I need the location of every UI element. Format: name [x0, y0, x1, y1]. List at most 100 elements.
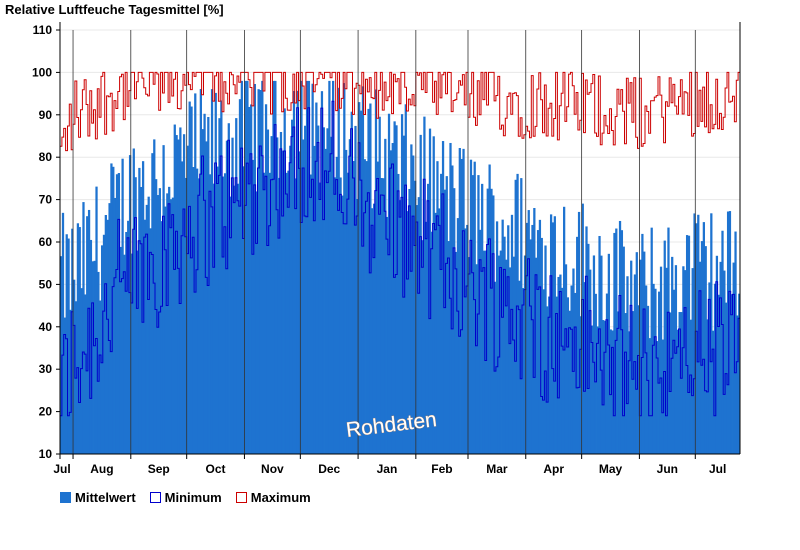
mean-bar	[156, 195, 160, 454]
mean-bar	[434, 212, 437, 454]
mean-bar	[220, 100, 223, 455]
mean-bar	[471, 175, 474, 454]
mean-bar	[613, 232, 616, 454]
mean-bar	[210, 89, 214, 454]
x-tick-label-mar: Mar	[486, 462, 508, 476]
mean-bar	[166, 193, 169, 455]
mean-bar	[510, 214, 514, 454]
maximum-line	[60, 71, 740, 152]
mean-bar	[700, 241, 704, 454]
mean-bar	[177, 139, 180, 454]
mean-bar	[104, 215, 107, 454]
x-tick-label-apr: Apr	[543, 462, 564, 476]
month-separators	[72, 30, 696, 454]
mean-bar	[481, 183, 484, 454]
mean-bar	[279, 131, 283, 454]
mean-bar	[110, 163, 113, 454]
mean-bar	[343, 83, 346, 454]
mean-bar	[168, 186, 171, 454]
legend-label-max: Maximum	[250, 490, 311, 505]
mean-bar	[669, 312, 672, 454]
mean-bar	[717, 294, 720, 454]
mean-bar	[337, 87, 340, 454]
mean-bar	[667, 227, 670, 454]
mean-bar	[320, 91, 324, 455]
mean-bar	[225, 140, 229, 455]
mean-bar	[699, 261, 702, 454]
series-mean	[60, 80, 741, 455]
mean-bar	[194, 93, 197, 455]
mean-bar	[421, 240, 424, 454]
mean-bar	[656, 341, 659, 454]
mean-bar	[164, 206, 167, 454]
mean-bar	[587, 243, 590, 454]
legend-label-mean: Mittelwert	[75, 490, 136, 505]
mean-bar	[117, 173, 121, 454]
mean-bar	[652, 283, 655, 454]
mean-bar	[454, 251, 458, 454]
mean-bar	[499, 250, 502, 454]
mean-bar	[240, 80, 243, 454]
mean-bar	[281, 150, 284, 455]
mean-bar	[162, 145, 165, 454]
mean-bar	[130, 253, 134, 454]
mean-bar	[564, 264, 568, 454]
mean-bar	[188, 101, 191, 454]
mean-bar	[501, 219, 504, 454]
mean-bar	[350, 111, 353, 454]
mean-bar	[169, 199, 173, 454]
mean-bar	[302, 139, 305, 454]
mean-bar	[738, 293, 741, 454]
mean-bar	[639, 259, 642, 454]
mean-bar	[367, 108, 370, 455]
mean-bar	[270, 136, 273, 455]
mean-bar	[374, 89, 378, 454]
mean-bar	[406, 211, 409, 454]
mean-bar	[391, 143, 394, 454]
mean-bar	[594, 293, 597, 454]
x-tick-label-jan: Jan	[377, 462, 398, 476]
mean-bar	[475, 264, 478, 454]
mean-bar	[236, 183, 240, 454]
mean-bar	[214, 92, 217, 455]
mean-bar	[559, 274, 562, 454]
mean-bar	[283, 108, 286, 455]
mean-bar	[514, 179, 517, 454]
legend-label-min: Minimum	[164, 490, 222, 505]
mean-bar	[242, 166, 245, 455]
minimum-line	[60, 100, 740, 417]
mean-bar	[175, 135, 178, 455]
y-tick-label-20: 20	[39, 405, 53, 419]
mean-bar	[376, 161, 379, 454]
mean-bar	[382, 178, 385, 454]
mean-bar	[365, 161, 368, 454]
mean-bar	[650, 227, 653, 454]
mean-bar	[209, 174, 212, 454]
mean-bar	[512, 256, 515, 454]
mean-bar	[680, 312, 683, 454]
mean-bar	[674, 265, 678, 454]
mean-bar	[410, 144, 413, 454]
x-tick-label-oct: Oct	[206, 462, 226, 476]
mean-bar	[617, 311, 620, 454]
mean-bar	[713, 283, 717, 454]
mean-bar	[553, 216, 556, 454]
mean-bar	[408, 188, 411, 455]
mean-bar	[395, 125, 398, 454]
mean-bar	[544, 245, 547, 454]
mean-bar	[127, 220, 130, 454]
mean-bar	[155, 179, 158, 455]
mean-bar	[488, 164, 491, 455]
mean-bar	[246, 80, 249, 454]
mean-bar	[557, 276, 560, 454]
mean-bar	[179, 127, 182, 454]
mean-bar	[734, 231, 737, 454]
mean-bar	[311, 83, 314, 455]
legend-swatch-mean	[60, 492, 71, 503]
mean-bar	[190, 106, 193, 455]
mean-bar	[730, 294, 733, 454]
mean-bar	[125, 231, 128, 454]
y-tick-label-80: 80	[39, 150, 53, 164]
mean-bar	[274, 80, 277, 454]
mean-bar	[484, 250, 488, 454]
